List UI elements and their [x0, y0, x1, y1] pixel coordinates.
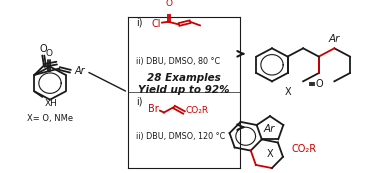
- Text: i): i): [136, 97, 143, 107]
- Text: i): i): [136, 18, 143, 28]
- Text: ii) DBU, DMSO, 80 °C: ii) DBU, DMSO, 80 °C: [136, 57, 220, 66]
- Text: Cl: Cl: [152, 20, 161, 29]
- Text: Ar: Ar: [326, 33, 337, 43]
- Text: ii) DBU, DMSO, 120 °C: ii) DBU, DMSO, 120 °C: [136, 132, 225, 141]
- Text: O: O: [166, 0, 172, 8]
- Text: Br: Br: [148, 104, 159, 114]
- Text: O: O: [315, 79, 323, 89]
- Text: X= O, NMe: X= O, NMe: [27, 114, 73, 123]
- Text: Ar: Ar: [74, 66, 85, 76]
- Text: O: O: [323, 80, 331, 90]
- Text: X: X: [280, 87, 286, 97]
- Text: CO₂R: CO₂R: [186, 106, 209, 115]
- Text: O: O: [39, 44, 47, 54]
- Text: 28 Examples
Yield up to 92%: 28 Examples Yield up to 92%: [138, 73, 230, 95]
- Text: Ar: Ar: [328, 34, 340, 44]
- Text: O: O: [46, 49, 53, 58]
- Text: Ar: Ar: [263, 124, 274, 134]
- Text: X: X: [267, 149, 273, 159]
- Text: CO₂R: CO₂R: [291, 144, 316, 154]
- Text: X: X: [284, 87, 291, 97]
- Text: XH: XH: [44, 99, 57, 108]
